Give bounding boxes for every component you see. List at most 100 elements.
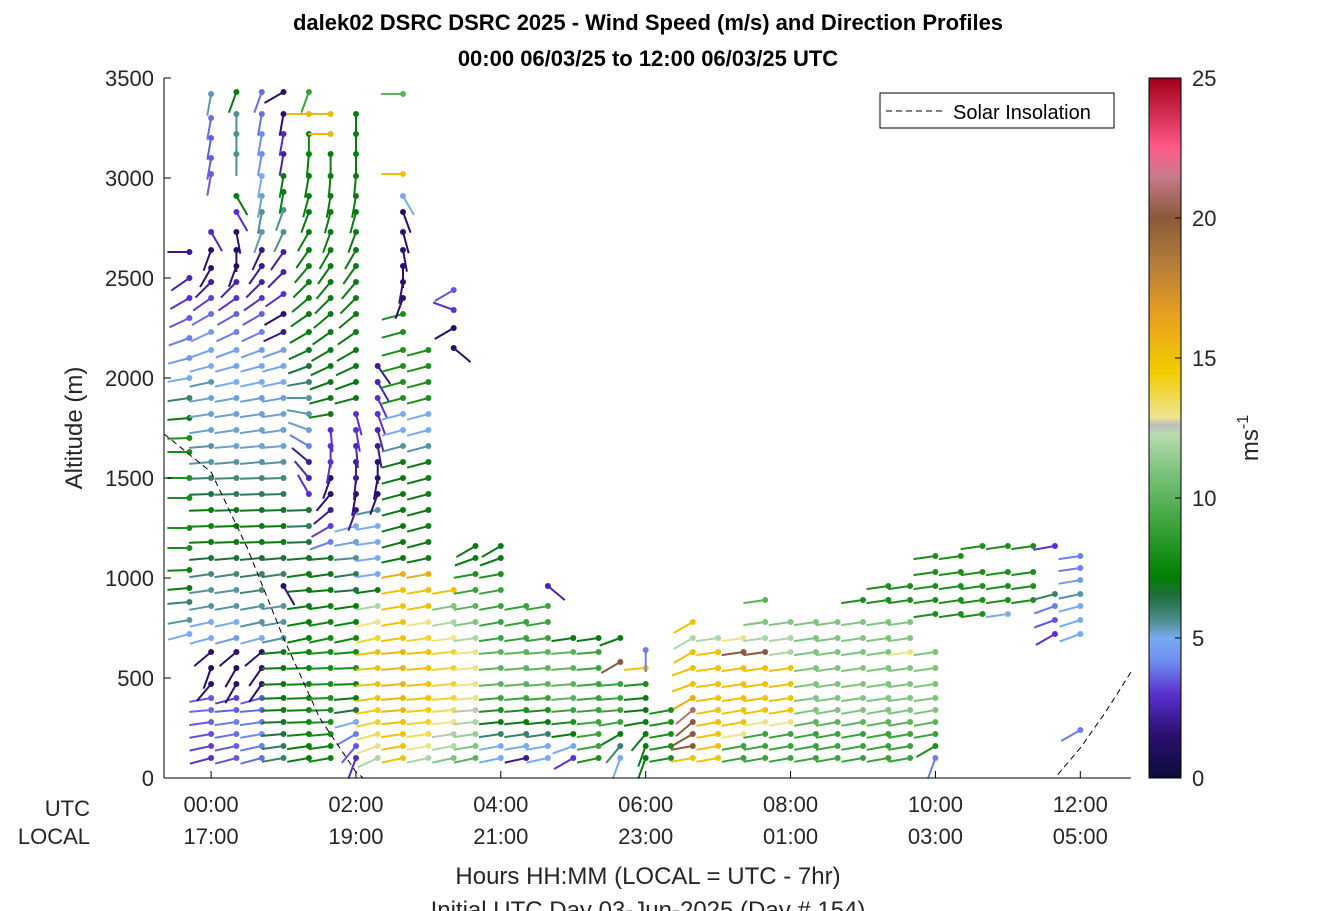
wind-barb	[240, 743, 265, 752]
wind-barb	[406, 475, 432, 485]
wind-barb-shaft	[960, 613, 983, 619]
wind-barb-dot	[233, 311, 240, 317]
wind-barb-dot	[497, 719, 504, 725]
wind-barb	[215, 347, 240, 359]
wind-barb-shaft	[193, 651, 212, 667]
wind-barb-shaft	[841, 745, 864, 751]
wind-barb-dot	[907, 695, 914, 701]
wind-barb-dot	[327, 681, 334, 687]
wind-barb-dot	[762, 743, 769, 749]
wind-barb	[913, 695, 939, 703]
wind-barb-dot	[715, 681, 722, 687]
wind-barb-shaft	[376, 413, 387, 436]
wind-barb-dot	[374, 395, 381, 401]
wind-barb	[453, 619, 479, 627]
chart-title-line1: dalek02 DSRC DSRC 2025 - Wind Speed (m/s…	[293, 10, 1003, 35]
wind-barb-dot	[353, 395, 359, 401]
utc-row-label: UTC	[45, 796, 90, 821]
wind-barb-dot	[668, 719, 674, 725]
wind-barb-shaft	[453, 709, 476, 713]
wind-barb-shaft	[479, 557, 502, 567]
wind-barb-shaft	[938, 599, 961, 605]
wind-barb-shaft	[239, 429, 262, 435]
wind-barb-dot	[1004, 583, 1011, 589]
wind-barb	[315, 491, 334, 512]
wind-barb	[406, 681, 432, 687]
wind-barb-dot	[740, 755, 747, 761]
wind-barb	[453, 649, 479, 655]
wind-barb-dot	[425, 507, 432, 513]
wind-barb	[287, 363, 312, 375]
wind-barb	[206, 155, 215, 180]
wind-barb-dot	[740, 743, 747, 749]
wind-barb	[297, 474, 312, 497]
wind-barb-shaft	[376, 397, 388, 419]
wind-barb-shaft	[347, 757, 357, 780]
wind-barb-shaft	[406, 605, 429, 611]
wind-barb-shaft	[167, 587, 190, 591]
wind-barb	[261, 695, 287, 701]
x-tick-label-local: 05:00	[1053, 824, 1108, 849]
wind-barb-shaft	[406, 697, 429, 701]
wind-barb	[841, 731, 866, 739]
wind-barb-dot	[208, 649, 215, 655]
wind-barb	[406, 755, 432, 764]
wind-barb-dot	[787, 707, 794, 713]
wind-barb	[261, 603, 287, 611]
wind-barb	[794, 707, 819, 715]
wind-barb	[866, 649, 892, 657]
wind-barb	[453, 681, 479, 687]
wind-barb-dot	[642, 719, 649, 725]
wind-barb-dot	[425, 743, 432, 749]
wind-barb-shaft	[525, 637, 549, 643]
wind-barb	[1033, 617, 1058, 629]
wind-barb	[866, 619, 892, 627]
wind-barb-shaft	[841, 697, 864, 703]
wind-barb-dot	[280, 347, 287, 353]
wind-barb-dot	[570, 719, 577, 725]
wind-barb	[381, 523, 406, 533]
legend-frame	[879, 92, 1115, 129]
wind-barb-dot	[1051, 617, 1058, 623]
wind-barb	[356, 743, 381, 755]
wind-barb	[696, 707, 722, 715]
wind-barb	[841, 635, 866, 643]
wind-barb-shaft	[347, 509, 357, 532]
wind-barb-dot	[186, 295, 193, 301]
wind-barb-dot	[860, 665, 866, 671]
wind-barb-dot	[233, 347, 240, 353]
wind-barb	[214, 411, 240, 419]
wind-barb-shaft	[985, 613, 1009, 619]
wind-barb	[308, 731, 334, 737]
wind-barb	[355, 571, 381, 579]
wind-barb-shaft	[743, 683, 766, 689]
wind-barb	[670, 755, 696, 763]
wind-barb	[406, 523, 432, 533]
wind-barb-shaft	[815, 683, 838, 689]
wind-barb	[353, 411, 363, 436]
wind-barb	[381, 459, 406, 469]
wind-barb	[381, 329, 406, 339]
wind-barb-dot	[1077, 617, 1084, 623]
wind-barb-shaft	[278, 153, 285, 176]
wind-barb	[261, 571, 287, 579]
wind-barb-shaft	[938, 571, 961, 577]
colorbar-unit: ms	[1237, 429, 1264, 461]
wind-barb-dot	[305, 411, 312, 417]
wind-barb-dot	[208, 555, 215, 561]
wind-barb-dot	[715, 755, 722, 761]
wind-barb-shaft	[315, 493, 332, 512]
wind-barb	[267, 269, 287, 289]
wind-barb	[257, 193, 265, 218]
wind-barb-dot	[957, 583, 964, 589]
wind-barb	[721, 649, 747, 657]
wind-barb-dot	[400, 719, 406, 725]
wind-barb-shaft	[189, 709, 212, 713]
wind-barb-dot	[353, 443, 359, 449]
wind-barb	[434, 325, 457, 340]
wind-barb-shaft	[302, 195, 310, 218]
wind-barb-shaft	[1011, 545, 1034, 551]
wind-barb-dot	[327, 555, 334, 561]
wind-barb	[357, 755, 381, 769]
wind-barb-dot	[400, 755, 406, 761]
